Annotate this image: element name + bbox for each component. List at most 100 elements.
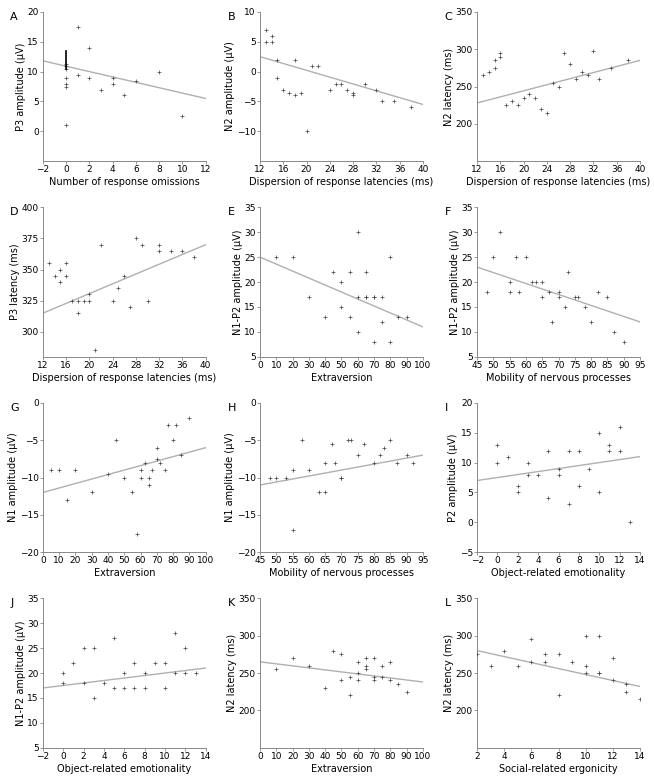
Point [168, 434, 179, 447]
Point [580, 667, 591, 680]
Y-axis label: N2 latency (ms): N2 latency (ms) [444, 634, 455, 712]
Point [567, 655, 577, 668]
Point [377, 670, 387, 683]
X-axis label: Mobility of nervous processes: Mobility of nervous processes [269, 569, 414, 578]
Point [119, 667, 129, 680]
Point [131, 74, 141, 87]
Point [526, 633, 536, 646]
Point [553, 285, 564, 298]
Point [353, 449, 363, 461]
Point [594, 426, 604, 439]
X-axis label: Number of response omissions: Number of response omissions [49, 178, 199, 187]
Point [177, 245, 188, 257]
Point [330, 457, 340, 469]
Point [296, 86, 306, 99]
Point [553, 468, 564, 481]
Point [129, 682, 140, 694]
Y-axis label: N2 latency (ms): N2 latency (ms) [227, 634, 237, 712]
Point [119, 89, 129, 102]
Point [313, 59, 323, 72]
X-axis label: Dispersion of response latencies (ms): Dispersion of response latencies (ms) [466, 178, 651, 187]
Point [73, 295, 83, 307]
Point [128, 486, 138, 499]
Point [336, 674, 347, 687]
Point [485, 659, 496, 672]
Point [348, 89, 358, 102]
Point [489, 54, 500, 66]
Point [170, 667, 181, 680]
Point [571, 73, 581, 85]
Point [553, 689, 564, 701]
Point [132, 527, 143, 540]
Y-axis label: P3 latency (ms): P3 latency (ms) [10, 244, 20, 321]
Point [344, 670, 354, 683]
Point [360, 77, 370, 90]
Point [163, 419, 173, 432]
Point [146, 464, 157, 476]
Point [125, 300, 135, 313]
Point [344, 689, 354, 701]
Point [621, 686, 632, 698]
Point [336, 77, 347, 90]
Point [472, 648, 483, 661]
Point [521, 251, 531, 264]
Y-axis label: N1 amplitude (μV): N1 amplitude (μV) [9, 432, 18, 522]
Point [608, 674, 618, 687]
Point [109, 682, 119, 694]
Point [504, 285, 515, 298]
Point [343, 434, 353, 447]
Point [393, 310, 404, 323]
Point [360, 663, 371, 676]
Point [307, 59, 318, 72]
Point [107, 77, 118, 90]
Point [61, 71, 71, 84]
Point [621, 678, 632, 691]
Point [369, 291, 379, 303]
Point [61, 77, 71, 90]
Point [78, 642, 89, 655]
Point [266, 30, 277, 42]
Text: K: K [228, 598, 235, 608]
Point [388, 95, 399, 108]
Point [584, 462, 594, 475]
Point [103, 468, 113, 480]
Point [385, 251, 396, 264]
Point [107, 295, 118, 307]
Point [320, 310, 330, 323]
Point [61, 270, 71, 282]
Point [287, 524, 298, 536]
Point [342, 83, 353, 95]
Point [67, 295, 77, 307]
Point [606, 62, 616, 74]
Point [344, 266, 354, 278]
Point [278, 83, 288, 95]
Point [392, 457, 402, 469]
Point [574, 444, 584, 457]
Point [614, 444, 625, 457]
Point [336, 648, 347, 661]
Point [143, 472, 154, 484]
Point [385, 655, 396, 668]
Point [61, 59, 71, 72]
Point [507, 95, 517, 108]
Text: A: A [10, 12, 18, 22]
Point [70, 464, 80, 476]
Y-axis label: P2 amplitude (μV): P2 amplitude (μV) [448, 433, 458, 522]
Point [284, 86, 294, 99]
Point [99, 676, 109, 689]
Point [135, 464, 146, 476]
Point [360, 291, 371, 303]
Point [154, 66, 164, 78]
Point [492, 457, 503, 469]
Y-axis label: N1-P2 amplitude (μV): N1-P2 amplitude (μV) [16, 620, 26, 726]
X-axis label: Extraversion: Extraversion [311, 764, 372, 773]
Point [511, 251, 521, 264]
Point [190, 667, 201, 680]
Point [540, 648, 550, 661]
Point [369, 674, 379, 687]
Point [353, 226, 363, 239]
Point [574, 480, 584, 493]
Point [131, 232, 141, 245]
Point [553, 648, 564, 661]
Point [543, 492, 553, 504]
